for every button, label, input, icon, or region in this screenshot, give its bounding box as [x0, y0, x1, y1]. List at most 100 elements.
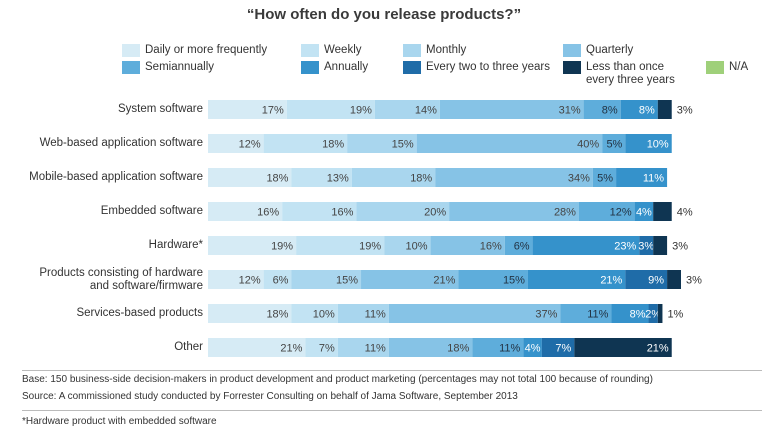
legend-label: Weekly	[324, 44, 362, 56]
category-label: Services-based products	[76, 307, 203, 319]
bar-segment	[291, 270, 362, 289]
bar-segment	[337, 304, 389, 323]
data-label: 21%	[647, 343, 669, 355]
legend-item: Annually	[301, 61, 368, 74]
data-label: 3%	[686, 275, 702, 287]
data-label: 16%	[331, 207, 353, 219]
legend-label: Monthly	[426, 44, 467, 56]
bar-segment	[648, 304, 658, 323]
data-label: 14%	[415, 105, 437, 117]
category-label: System software	[118, 103, 203, 115]
data-label: 16%	[480, 241, 502, 253]
data-label: 11%	[587, 309, 608, 321]
bar-segment	[208, 134, 264, 153]
data-label: 8%	[630, 309, 646, 321]
data-label: 7%	[319, 343, 335, 355]
bar-segment	[286, 100, 375, 119]
data-label: 18%	[266, 173, 288, 185]
bar-segment	[541, 338, 575, 357]
bar-segment	[430, 236, 505, 255]
data-label: 12%	[610, 207, 632, 219]
footnote-divider	[22, 370, 762, 371]
bar-segment	[616, 168, 668, 187]
data-label: 11%	[365, 343, 386, 355]
bar-segment	[208, 236, 297, 255]
bar-segment	[388, 338, 473, 357]
data-label: 19%	[271, 241, 293, 253]
bar-segment	[439, 100, 584, 119]
bar-segment	[374, 100, 440, 119]
bar-segment	[653, 202, 672, 221]
category-label: Products consisting of hardware and soft…	[39, 266, 203, 292]
bar-segment	[435, 168, 593, 187]
category-label: Web-based application software	[39, 137, 203, 149]
legend-label: N/A	[729, 61, 749, 73]
bar-segment	[458, 270, 528, 289]
data-label: 6%	[514, 241, 530, 253]
legend-swatch	[706, 61, 724, 74]
data-label: 31%	[559, 105, 581, 117]
data-label: 2%	[645, 309, 661, 321]
data-label: 8%	[639, 105, 655, 117]
bar-segment	[416, 134, 603, 153]
footnote-divider-2	[22, 410, 762, 411]
bar-segment	[527, 270, 626, 289]
data-label: 4%	[636, 207, 652, 219]
bar-segment	[291, 168, 352, 187]
data-label: 10%	[313, 309, 335, 321]
legend-item: Daily or more frequently	[122, 44, 267, 57]
bar-segment	[296, 236, 385, 255]
data-label: 13%	[327, 173, 349, 185]
legend-item: Quarterly	[563, 44, 633, 57]
data-label: 15%	[503, 275, 525, 287]
legend-label: Quarterly	[586, 44, 634, 56]
category-label: Embedded software	[100, 205, 203, 217]
data-label: 11%	[365, 309, 386, 321]
data-label: 3%	[638, 241, 654, 253]
bar-segment	[305, 338, 338, 357]
category-label: Other	[174, 341, 203, 353]
data-label: 18%	[266, 309, 288, 321]
data-label: 9%	[648, 275, 664, 287]
footnote-source: Source: A commissioned study conducted b…	[22, 391, 518, 402]
bar-segment	[532, 236, 640, 255]
bar-segment	[356, 202, 450, 221]
bar-segment	[208, 270, 264, 289]
legend-swatch	[122, 44, 140, 57]
legend-swatch	[301, 44, 319, 57]
bar-segment	[208, 168, 292, 187]
chart-title: “How often do you release products?”	[246, 6, 522, 23]
bar-segment	[602, 134, 626, 153]
data-label: 6%	[273, 275, 289, 287]
data-label: 4%	[525, 343, 541, 355]
data-label: 19%	[350, 105, 372, 117]
data-label: 11%	[499, 343, 520, 355]
data-label: 21%	[600, 275, 622, 287]
data-label: 10%	[406, 241, 428, 253]
legend-label: Daily or more frequently	[145, 44, 268, 56]
bar-segment	[667, 270, 681, 289]
footnote-base: Base: 150 business-side decision-makers …	[22, 374, 653, 385]
bar-segment	[208, 100, 287, 119]
bar-segment	[208, 338, 306, 357]
legend-item: N/A	[706, 61, 748, 74]
footnotes: Base: 150 business-side decision-makers …	[22, 374, 762, 408]
bar-segment	[208, 304, 292, 323]
bar-segment	[560, 304, 612, 323]
footnote-note-block: *Hardware product with embedded software	[22, 416, 762, 433]
bar-segment	[384, 236, 431, 255]
data-label: 4%	[677, 207, 693, 219]
data-label: 15%	[392, 139, 414, 151]
legend-item: Semiannually	[122, 61, 214, 74]
legend-swatch	[122, 61, 140, 74]
data-label: 8%	[602, 105, 618, 117]
bar-segment	[578, 202, 635, 221]
bar-segment	[291, 304, 338, 323]
data-label: 20%	[424, 207, 446, 219]
data-label: 18%	[447, 343, 469, 355]
data-label: 34%	[568, 173, 590, 185]
legend-label: Every two to three years	[426, 61, 550, 73]
bar-segment	[657, 100, 672, 119]
legend-label: Semiannually	[145, 61, 215, 73]
bar-segment	[504, 236, 533, 255]
